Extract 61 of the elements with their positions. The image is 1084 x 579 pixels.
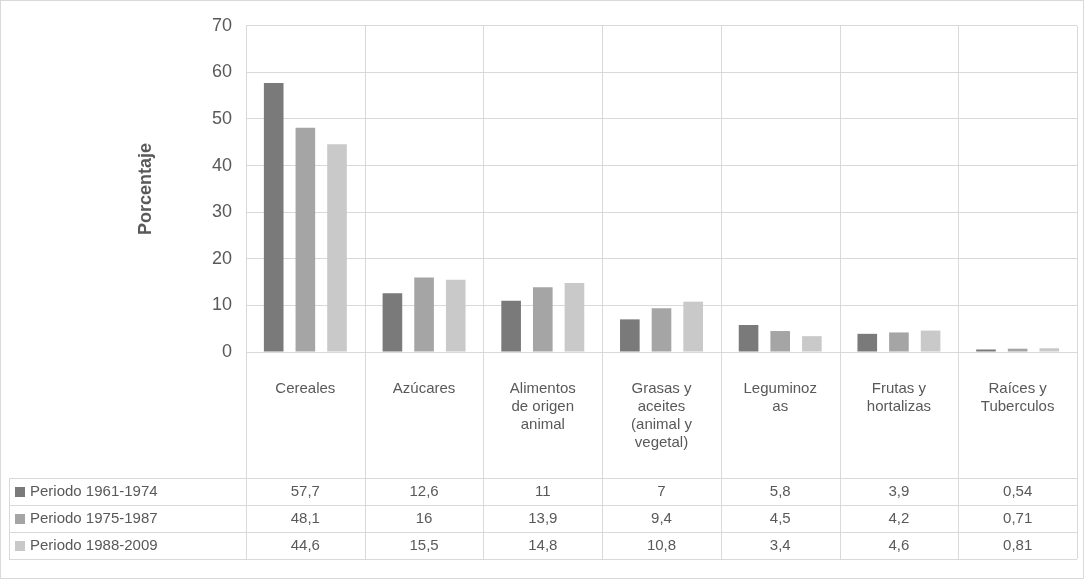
bar: [327, 144, 347, 352]
data-label: 57,7: [290, 482, 320, 500]
data-label: 14,8: [528, 536, 558, 554]
bar: [263, 83, 284, 352]
y-tick-label: 0: [221, 340, 232, 361]
legend-label: Periodo 1961-1974: [30, 482, 158, 500]
x-tick-label: Cereales: [275, 379, 336, 397]
data-label: 4,2: [888, 509, 910, 527]
bar: [501, 300, 521, 352]
bar: [738, 324, 759, 352]
data-label: 15,5: [409, 536, 439, 554]
data-label: 13,9: [528, 509, 558, 527]
data-label: 12,6: [409, 482, 439, 500]
x-tick-label: Grasas y aceites (animal y vegetal): [631, 379, 693, 451]
data-label: 11: [535, 482, 551, 500]
bar: [920, 330, 941, 352]
y-tick-label: 30: [211, 201, 232, 222]
x-tick-label: Alimentos de origen animal: [509, 379, 576, 433]
x-tick-label: Frutas y hortalizas: [866, 379, 932, 415]
bar: [889, 332, 909, 352]
bar: [532, 287, 553, 352]
data-label: 16: [415, 509, 433, 527]
data-label: 0,81: [1003, 536, 1033, 554]
data-label: 44,6: [290, 536, 320, 554]
bar: [802, 336, 822, 352]
y-tick-label: 60: [211, 61, 232, 82]
x-tick-label: Raíces y Tuberculos: [980, 379, 1055, 415]
y-tick-label: 50: [211, 107, 232, 128]
legend-label: Periodo 1975-1987: [30, 509, 158, 527]
bar: [1039, 348, 1060, 352]
y-tick-label: 40: [211, 154, 232, 175]
data-label: 4,5: [769, 509, 791, 527]
bar: [857, 333, 878, 352]
bar: [445, 279, 466, 352]
data-label: 3,4: [769, 536, 791, 554]
legend-label: Periodo 1988-2009: [30, 536, 158, 554]
y-axis-title: Porcentaje: [134, 142, 155, 235]
bar: [382, 293, 403, 352]
data-label: 7: [657, 482, 666, 500]
data-label: 3,9: [888, 482, 910, 500]
data-label: 9,4: [651, 509, 672, 527]
data-label: 0,71: [1003, 509, 1033, 527]
bar: [976, 349, 996, 352]
x-tick-label: Azúcares: [392, 379, 456, 397]
y-tick-label: 70: [211, 14, 232, 35]
y-tick-label: 20: [211, 247, 232, 268]
bar: [683, 301, 703, 352]
bar: [295, 127, 316, 352]
y-tick-label: 10: [211, 294, 232, 315]
bar: [414, 277, 434, 352]
data-label: 48,1: [290, 509, 320, 527]
data-label: 5,8: [769, 482, 791, 500]
data-label: 0,54: [1003, 482, 1033, 500]
x-tick-label: Leguminozas: [743, 379, 817, 415]
bar: [1007, 348, 1028, 352]
bar: [564, 283, 585, 352]
data-label: 4,6: [888, 536, 910, 554]
data-label: 10,8: [646, 536, 677, 554]
bar: [651, 308, 672, 352]
bar: [620, 319, 640, 352]
bar: [770, 331, 791, 352]
